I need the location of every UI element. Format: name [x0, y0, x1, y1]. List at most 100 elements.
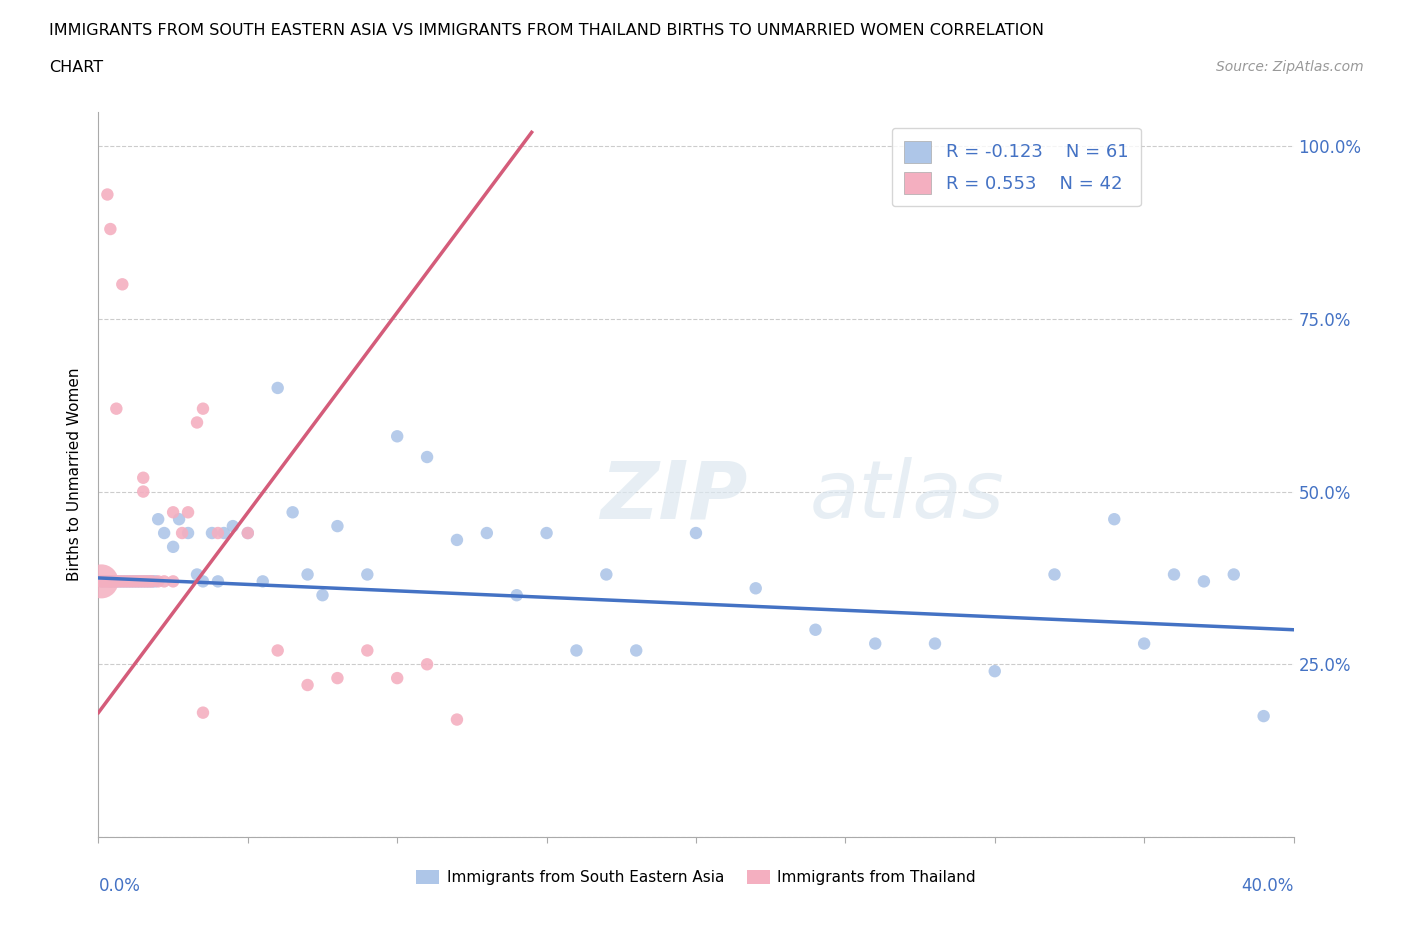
Point — [186, 415, 208, 430]
Point — [311, 588, 333, 603]
Point — [236, 525, 259, 540]
Point — [207, 525, 229, 540]
Point — [129, 574, 152, 589]
Point — [162, 539, 184, 554]
Point — [984, 664, 1007, 679]
Point — [1043, 567, 1066, 582]
Point — [98, 574, 122, 589]
Point — [108, 574, 131, 589]
Text: Source: ZipAtlas.com: Source: ZipAtlas.com — [1216, 60, 1364, 74]
Point — [117, 574, 139, 589]
Point — [120, 574, 142, 589]
Text: ZIP: ZIP — [600, 457, 748, 535]
Point — [132, 485, 155, 499]
Point — [111, 574, 134, 589]
Point — [565, 643, 588, 658]
Point — [191, 705, 214, 720]
Point — [326, 671, 349, 685]
Point — [108, 574, 131, 589]
Point — [120, 574, 142, 589]
Point — [135, 574, 157, 589]
Point — [98, 574, 122, 589]
Point — [865, 636, 887, 651]
Point — [153, 574, 176, 589]
Point — [98, 574, 122, 589]
Point — [98, 221, 122, 236]
Point — [132, 574, 155, 589]
Point — [201, 525, 224, 540]
Point — [105, 574, 128, 589]
Point — [297, 678, 319, 693]
Point — [267, 643, 290, 658]
Point — [90, 574, 112, 589]
Point — [129, 574, 152, 589]
Point — [506, 588, 529, 603]
Point — [172, 525, 194, 540]
Point — [111, 574, 134, 589]
Text: IMMIGRANTS FROM SOUTH EASTERN ASIA VS IMMIGRANTS FROM THAILAND BIRTHS TO UNMARRI: IMMIGRANTS FROM SOUTH EASTERN ASIA VS IM… — [49, 23, 1045, 38]
Point — [207, 574, 229, 589]
Point — [90, 574, 112, 589]
Point — [138, 574, 160, 589]
Point — [93, 574, 115, 589]
Point — [124, 574, 146, 589]
Point — [127, 574, 149, 589]
Point — [536, 525, 558, 540]
Point — [326, 519, 349, 534]
Point — [236, 525, 259, 540]
Point — [177, 525, 200, 540]
Point — [162, 505, 184, 520]
Point — [103, 574, 125, 589]
Point — [96, 574, 118, 589]
Point — [252, 574, 274, 589]
Point — [148, 574, 170, 589]
Point — [93, 574, 115, 589]
Point — [475, 525, 498, 540]
Point — [1192, 574, 1215, 589]
Point — [90, 574, 112, 589]
Point — [135, 574, 157, 589]
Point — [141, 574, 163, 589]
Point — [385, 429, 409, 444]
Point — [626, 643, 648, 658]
Point — [117, 574, 139, 589]
Point — [446, 533, 468, 548]
Point — [281, 505, 304, 520]
Point — [191, 574, 214, 589]
Point — [148, 512, 170, 526]
Point — [141, 574, 163, 589]
Point — [114, 574, 136, 589]
Point — [1253, 709, 1275, 724]
Point — [745, 581, 768, 596]
Point — [1104, 512, 1126, 526]
Point — [132, 471, 155, 485]
Point — [114, 574, 136, 589]
Legend: Immigrants from South Eastern Asia, Immigrants from Thailand: Immigrants from South Eastern Asia, Immi… — [409, 864, 983, 891]
Point — [685, 525, 707, 540]
Text: CHART: CHART — [49, 60, 103, 75]
Text: atlas: atlas — [810, 457, 1004, 535]
Point — [143, 574, 166, 589]
Point — [924, 636, 946, 651]
Point — [1163, 567, 1185, 582]
Point — [595, 567, 617, 582]
Text: 0.0%: 0.0% — [98, 877, 141, 895]
Point — [96, 187, 118, 202]
Point — [127, 574, 149, 589]
Point — [105, 401, 128, 416]
Y-axis label: Births to Unmarried Women: Births to Unmarried Women — [67, 367, 83, 581]
Point — [105, 574, 128, 589]
Point — [356, 567, 378, 582]
Point — [416, 657, 439, 671]
Point — [177, 505, 200, 520]
Point — [804, 622, 827, 637]
Point — [267, 380, 290, 395]
Point — [124, 574, 146, 589]
Point — [446, 712, 468, 727]
Point — [385, 671, 409, 685]
Point — [96, 574, 118, 589]
Point — [132, 574, 155, 589]
Point — [186, 567, 208, 582]
Point — [1223, 567, 1246, 582]
Point — [162, 574, 184, 589]
